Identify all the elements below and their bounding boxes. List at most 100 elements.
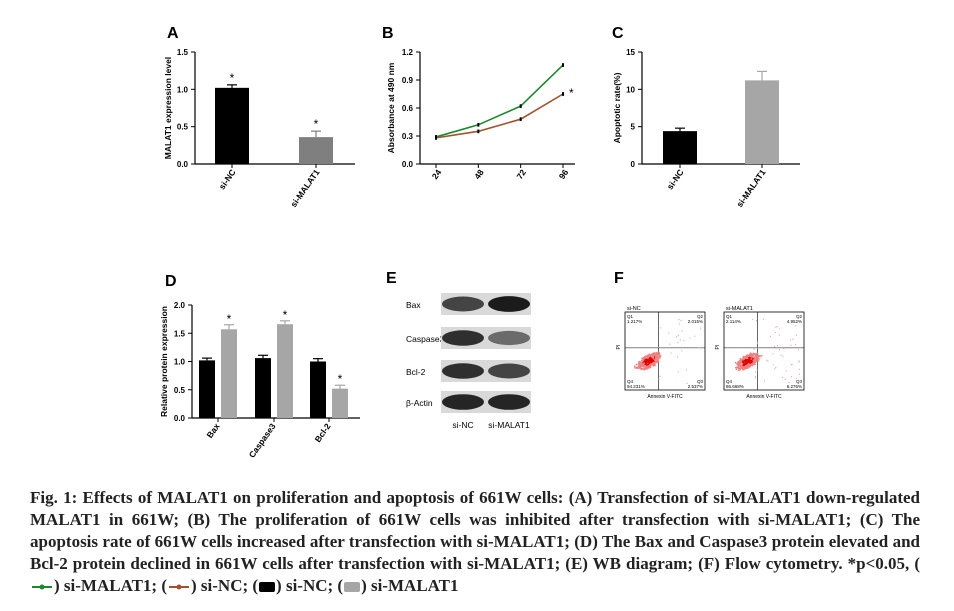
blot-lane-label: si-MALAT1 (488, 420, 530, 430)
cell-dot (767, 360, 769, 362)
significance-marker: * (338, 372, 343, 386)
cell-dot (747, 367, 749, 369)
cell-dot (658, 359, 660, 361)
blot-band (488, 330, 530, 346)
cell-dot (760, 354, 763, 357)
blot-band (488, 394, 530, 410)
significance-marker: * (314, 117, 319, 131)
cell-dot (644, 362, 647, 365)
y-tick-label: 0.0 (402, 160, 414, 169)
cell-dot (776, 344, 779, 347)
caption-text: Fig. 1: Effects of MALAT1 on proliferati… (30, 488, 920, 573)
cell-dot (654, 359, 656, 362)
quadrant-value: 4.952% (787, 319, 802, 324)
cell-dot (774, 368, 776, 370)
cell-dot (659, 375, 661, 377)
cell-dot (755, 360, 758, 362)
series-line (435, 93, 564, 139)
bar (332, 388, 348, 418)
cell-dot (742, 363, 745, 366)
quadrant-name: Q4 (627, 379, 634, 384)
cell-dot (742, 367, 745, 370)
cell-dot (780, 354, 782, 356)
y-tick-label: 0.5 (174, 386, 186, 395)
bar (277, 324, 293, 418)
blot-band (488, 296, 530, 312)
flow-y-label: PI (616, 345, 622, 350)
cell-dot (797, 349, 800, 351)
x-tick-label: 72 (514, 167, 528, 181)
cell-dot (647, 365, 650, 368)
cell-dot (749, 354, 752, 357)
cell-dot (633, 365, 636, 368)
cell-dot (677, 371, 679, 373)
y-tick-label: 1.2 (402, 48, 414, 57)
cell-dot (679, 339, 681, 341)
bar (199, 360, 215, 418)
cell-dot (781, 377, 784, 379)
cell-dot (680, 319, 682, 321)
y-tick-label: 1.0 (174, 358, 186, 367)
cell-dot (653, 363, 656, 366)
cell-dot (650, 363, 653, 366)
significance-marker: * (227, 312, 232, 326)
cell-dot (747, 356, 750, 359)
bar (745, 80, 779, 164)
blot-lane-label: si-NC (452, 420, 473, 430)
y-axis-label: Apoptotic rate(%) (612, 72, 622, 143)
cell-dot (656, 356, 659, 358)
cell-dot (737, 365, 740, 368)
y-tick-label: 0.3 (402, 132, 414, 141)
cell-dot (757, 360, 760, 362)
quadrant-name: Q1 (627, 314, 634, 319)
cell-dot (655, 354, 658, 356)
bar (255, 358, 271, 418)
cell-dot (652, 354, 655, 357)
blot-band (442, 330, 484, 346)
panel-label: C (612, 25, 624, 42)
cell-dot (648, 366, 650, 369)
cell-dot (676, 356, 679, 358)
cell-dot (675, 336, 678, 338)
cell-dot (757, 347, 759, 349)
chart-c: 0 5 10 15 Apoptotic rate(%) si-NC si-MALAT1 (612, 48, 800, 209)
cell-dot (798, 361, 800, 363)
bar (215, 87, 249, 164)
cell-dot (790, 339, 792, 341)
cell-dot (698, 347, 700, 349)
cell-dot (658, 356, 660, 358)
cell-dot (754, 377, 757, 379)
cell-dot (655, 365, 657, 367)
caption-l4: ) si-MALAT1 (361, 576, 459, 595)
x-tick-label: Bax (205, 421, 222, 440)
y-tick-label: 2.0 (174, 301, 186, 310)
cell-dot (778, 349, 781, 351)
cell-dot (660, 327, 662, 329)
blot-protein-label: Bcl-2 (406, 367, 426, 377)
cell-dot (798, 368, 800, 371)
cell-dot (638, 361, 641, 364)
x-tick-label: si-NC (665, 167, 686, 191)
cell-dot (774, 331, 776, 334)
cell-dot (779, 327, 781, 329)
cell-dot (658, 354, 661, 357)
cell-dot (735, 366, 737, 369)
cell-dot (643, 362, 646, 365)
x-tick-label: si-NC (217, 167, 238, 191)
cell-dot (756, 352, 759, 355)
y-tick-label: 0.0 (174, 414, 186, 423)
y-tick-label: 0.9 (402, 76, 414, 85)
cell-dot (734, 361, 737, 364)
panel-label: F (614, 270, 624, 287)
bar (310, 361, 326, 418)
caption-l1: ) si-MALAT1; ( (54, 576, 167, 595)
quadrant-name: Q3 (796, 379, 803, 384)
cell-dot (752, 359, 755, 362)
cell-dot (641, 363, 644, 365)
cell-dot (753, 353, 756, 355)
flow-frame (723, 311, 805, 391)
flow-frame (624, 311, 706, 391)
cell-dot (658, 351, 660, 354)
cell-dot (758, 355, 761, 358)
cell-dot (649, 354, 652, 357)
